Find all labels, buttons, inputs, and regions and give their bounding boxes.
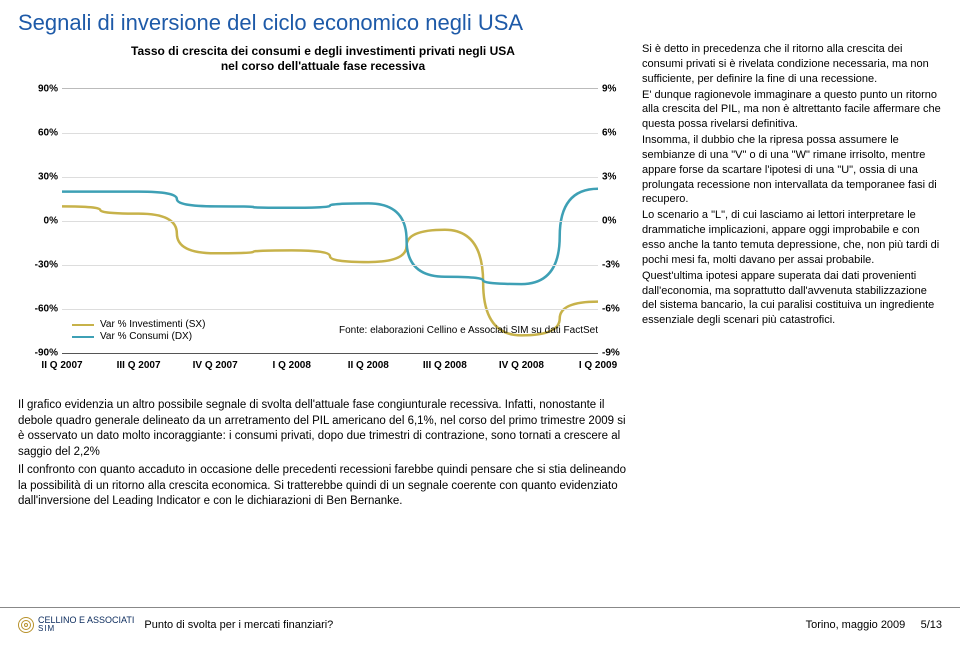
chart-ytick-left: -30% (18, 260, 58, 271)
chart-ytick-right: 9% (602, 84, 628, 95)
chart-gridline (62, 177, 598, 178)
right-paragraph: Lo scenario a "L", di cui lasciamo ai le… (642, 208, 942, 267)
chart-gridline (62, 133, 598, 134)
footer-page-number: 5/13 (921, 619, 942, 631)
chart-ytick-right: -3% (602, 260, 628, 271)
chart-ytick-left: -60% (18, 304, 58, 315)
legend-label: Var % Investimenti (SX) (100, 319, 205, 330)
chart-ytick-left: -90% (18, 348, 58, 359)
chart-gridline (62, 221, 598, 222)
legend-swatch-icon (72, 336, 94, 338)
chart-ytick-right: 3% (602, 172, 628, 183)
footer-right: Torino, maggio 2009 5/13 (806, 619, 942, 631)
chart-title: Tasso di crescita dei consumi e degli in… (78, 44, 568, 74)
chart-container: Tasso di crescita dei consumi e degli in… (18, 42, 628, 392)
chart-xtick: III Q 2008 (423, 360, 467, 371)
left-column: Tasso di crescita dei consumi e degli in… (18, 42, 628, 513)
chart-ytick-left: 90% (18, 84, 58, 95)
chart-ytick-left: 0% (18, 216, 58, 227)
footer-location-date: Torino, maggio 2009 (806, 619, 906, 631)
chart-ytick-right: -6% (602, 304, 628, 315)
chart-ytick-right: 6% (602, 128, 628, 139)
chart-xtick: II Q 2008 (348, 360, 389, 371)
chart-gridline (62, 309, 598, 310)
chart-xtick: III Q 2007 (117, 360, 161, 371)
chart-gridline (62, 265, 598, 266)
chart-title-line-2: nel corso dell'attuale fase recessiva (221, 59, 425, 73)
chart-xtick: IV Q 2007 (193, 360, 238, 371)
chart-xtick: I Q 2008 (273, 360, 311, 371)
left-text-block: Il grafico evidenzia un altro possibile … (18, 398, 628, 510)
chart-ytick-left: 60% (18, 128, 58, 139)
left-paragraph: Il confronto con quanto accaduto in occa… (18, 463, 628, 510)
footer: CELLINO E ASSOCIATI SIM Punto di svolta … (0, 607, 960, 641)
right-paragraph: Insomma, il dubbio che la ripresa possa … (642, 133, 942, 207)
chart-xtick: IV Q 2008 (499, 360, 544, 371)
chart-ytick-right: 0% (602, 216, 628, 227)
chart-plot-area: Var % Investimenti (SX)Var % Consumi (DX… (62, 88, 598, 354)
page-title: Segnali di inversione del ciclo economic… (0, 0, 960, 42)
legend-row: Var % Investimenti (SX) (72, 319, 205, 330)
footer-center-text: Punto di svolta per i mercati finanziari… (144, 619, 333, 631)
chart-series-line (62, 189, 598, 284)
chart-title-line-1: Tasso di crescita dei consumi e degli in… (131, 44, 515, 58)
logo-mark-icon (18, 617, 34, 633)
chart-xtick: I Q 2009 (579, 360, 617, 371)
chart-legend: Var % Investimenti (SX)Var % Consumi (DX… (70, 316, 207, 345)
left-paragraph: Il grafico evidenzia un altro possibile … (18, 398, 628, 460)
chart-xtick: II Q 2007 (41, 360, 82, 371)
chart-source: Fonte: elaborazioni Cellino e Associati … (339, 325, 598, 336)
right-paragraph: E' dunque ragionevole immaginare a quest… (642, 88, 942, 133)
right-column: Si è detto in precedenza che il ritorno … (642, 42, 942, 513)
logo: CELLINO E ASSOCIATI SIM (18, 616, 134, 633)
logo-sub-text: SIM (38, 625, 134, 633)
chart-ytick-left: 30% (18, 172, 58, 183)
right-paragraph: Quest'ultima ipotesi appare superata dai… (642, 269, 942, 328)
main-content: Tasso di crescita dei consumi e degli in… (0, 42, 960, 513)
legend-row: Var % Consumi (DX) (72, 331, 205, 342)
legend-swatch-icon (72, 324, 94, 326)
legend-label: Var % Consumi (DX) (100, 331, 192, 342)
chart-ytick-right: -9% (602, 348, 628, 359)
footer-left: CELLINO E ASSOCIATI SIM Punto di svolta … (18, 616, 333, 633)
right-paragraph: Si è detto in precedenza che il ritorno … (642, 42, 942, 87)
